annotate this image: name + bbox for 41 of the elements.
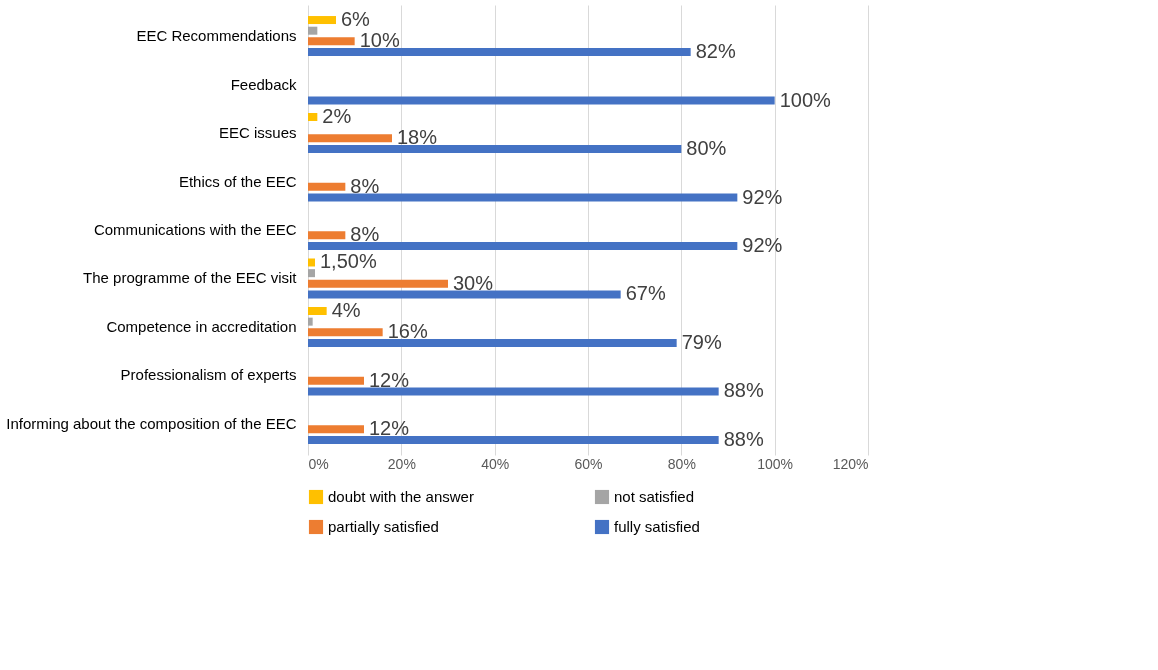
y-tick-label: Communications with the EEC: [93, 221, 297, 238]
legend-label: partially satisfied: [328, 518, 439, 535]
legend-label: doubt with the answer: [328, 488, 474, 505]
x-tick-label: 0%: [308, 455, 329, 472]
data-label: 6%: [341, 8, 371, 31]
x-tick-label: 80%: [667, 455, 696, 472]
x-tick-label: 100%: [757, 455, 794, 472]
data-label: 92%: [742, 185, 783, 208]
y-tick-label: Feedback: [230, 75, 297, 93]
data-label: 80%: [686, 137, 727, 160]
data-label: 16%: [387, 320, 428, 343]
data-label: 8%: [350, 174, 380, 197]
data-label: 1,50%: [320, 250, 377, 273]
data-label: 100%: [779, 88, 832, 111]
legend-label: fully satisfied: [614, 518, 700, 535]
y-tick-label: Professionalism of experts: [120, 366, 297, 384]
x-tick-label: 120%: [832, 455, 869, 472]
data-label: 10%: [359, 29, 400, 52]
data-label: 67%: [625, 282, 666, 305]
data-label: 12%: [369, 417, 410, 440]
data-label: 88%: [723, 379, 764, 402]
data-label: 88%: [723, 427, 764, 450]
y-tick-label: Ethics of the EEC: [178, 172, 297, 190]
y-tick-label: The programme of the EEC visit: [83, 269, 298, 287]
x-tick-label: 40%: [481, 455, 510, 472]
data-label: 79%: [681, 330, 722, 353]
data-label: 2%: [322, 105, 352, 128]
y-tick-label: Informing about the composition of the EEC: [6, 414, 297, 432]
data-label: 12%: [369, 368, 410, 391]
y-tick-label: EEC Recommendations: [136, 27, 297, 45]
legend-label: not satisfied: [614, 488, 695, 505]
data-label: 92%: [742, 234, 783, 256]
data-label: 18%: [397, 126, 438, 149]
data-label: 4%: [331, 298, 361, 321]
y-tick-label: EEC issues: [218, 124, 297, 142]
x-tick-label: 60%: [574, 455, 603, 472]
data-label: 30%: [453, 271, 494, 294]
data-label: 82%: [695, 40, 736, 63]
data-label: 8%: [350, 223, 380, 246]
x-tick-label: 20%: [387, 455, 416, 472]
y-tick-label: Competence in accreditation: [106, 317, 297, 335]
